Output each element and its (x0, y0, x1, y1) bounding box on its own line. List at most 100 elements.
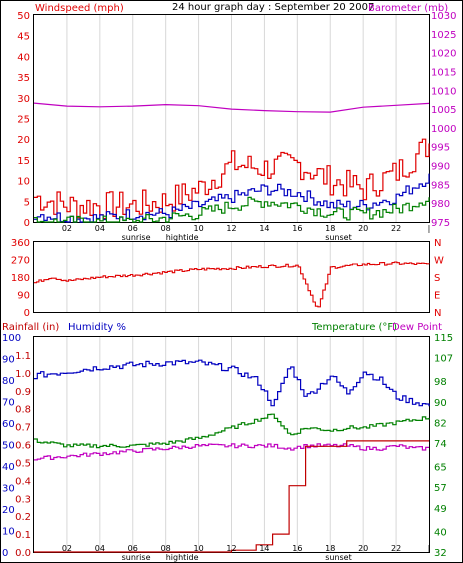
direction-tick: 270 (11, 256, 30, 267)
x-tick-label: 08 (161, 224, 171, 233)
barometer-tick: 1000 (431, 124, 456, 135)
x-tick-label: 12 (226, 544, 236, 553)
dewpoint-label: Dew Point (392, 322, 442, 333)
barometer-tick: 1005 (431, 105, 456, 116)
barometer-tick: 1015 (431, 67, 456, 78)
temperature-tick: 107 (434, 354, 453, 365)
hightide-label: hightide (166, 233, 199, 242)
sunrise-label: sunrise (122, 233, 151, 242)
low-wind-series-line (34, 196, 430, 223)
x-tick-label: 16 (292, 224, 302, 233)
barometer-series-line (33, 102, 430, 113)
rainfall-tick: 0.6 (15, 441, 31, 452)
compass-tick: S (434, 273, 440, 284)
direction-tick: 90 (17, 291, 30, 302)
x-tick-label: 14 (259, 224, 269, 233)
rainfall-series-line (34, 440, 429, 553)
barometer-tick: 1025 (431, 30, 456, 41)
barometer-tick: 1010 (431, 86, 456, 97)
x-tick-label: 18 (325, 224, 335, 233)
windspeed-tick: 10 (17, 177, 30, 188)
humidity-tick: 50 (2, 441, 15, 452)
humidity-tick: 80 (2, 376, 15, 387)
x-tick-label: | (428, 544, 431, 553)
temperature-tick: 49 (434, 504, 447, 515)
direction-tick: 360 (11, 238, 30, 249)
temperature-tick: 57 (434, 483, 447, 494)
humidity-tick: 60 (2, 419, 15, 430)
x-tick-label: 04 (95, 544, 105, 553)
rainfall-tick: 1.1 (15, 351, 31, 362)
x-tick-label: 12 (226, 224, 236, 233)
page-title: 24 hour graph day : September 20 2007 (172, 2, 374, 13)
sunset-label: sunset (325, 233, 352, 242)
barometer-tick: 1030 (431, 11, 456, 22)
windspeed-tick: 45 (17, 32, 30, 43)
barometer-tick: 980 (431, 199, 450, 210)
x-tick-label: 16 (292, 544, 302, 553)
compass-tick: N (434, 238, 441, 249)
compass-tick: W (434, 256, 444, 267)
rainfall-tick: 1.0 (15, 369, 31, 380)
humidity-label: Humidity % (68, 322, 126, 333)
x-tick-label: 10 (193, 224, 203, 233)
direction-tick: 0 (24, 308, 30, 319)
barometer-tick: 995 (431, 143, 450, 154)
windspeed-tick: 35 (17, 73, 30, 84)
rainfall-tick: 0.3 (15, 494, 31, 505)
rainfall-tick: 0.4 (15, 476, 31, 487)
temperature-tick: 74 (434, 439, 447, 450)
windspeed-tick: 15 (17, 156, 30, 167)
x-tick-label: 02 (62, 224, 72, 233)
humidity-series-line (34, 359, 430, 407)
windspeed-tick: 0 (24, 218, 30, 229)
wind-panel-frame (33, 14, 430, 223)
barometer-label: Barometer (mb) (368, 3, 448, 14)
direction-tick: 180 (11, 273, 30, 284)
humidity-tick: 70 (2, 398, 15, 409)
sunrise-label: sunrise (122, 553, 151, 562)
barometer-tick: 975 (431, 218, 450, 229)
rainfall-label: Rainfall (in) (2, 322, 59, 333)
x-tick-label: 04 (95, 224, 105, 233)
rainfall-tick: 0.0 (15, 548, 31, 559)
data-marks (33, 102, 430, 553)
windspeed-tick: 20 (17, 135, 30, 146)
direction-panel-frame (33, 241, 430, 313)
rainfall-tick: 0.2 (15, 512, 31, 523)
temperature-tick: 115 (434, 333, 453, 344)
rainfall-tick: 0.9 (15, 387, 31, 398)
average-wind-series-line (34, 173, 430, 223)
temperature-tick: 32 (434, 548, 447, 559)
temperature-label: Temperature (°F) (311, 322, 397, 333)
windspeed-tick: 40 (17, 52, 30, 63)
x-tick-label: 20 (358, 224, 368, 233)
barometer-tick: 990 (431, 162, 450, 173)
humidity-tick: 40 (2, 462, 15, 473)
rainfall-tick: 0.7 (15, 423, 31, 434)
windspeed-label: Windspeed (mph) (35, 3, 124, 14)
x-tick-label: 18 (325, 544, 335, 553)
windspeed-tick: 30 (17, 94, 30, 105)
humidity-tick: 30 (2, 484, 15, 495)
barometer-tick: 985 (431, 180, 450, 191)
humidity-tick: 20 (2, 505, 15, 516)
x-tick-label: 10 (193, 544, 203, 553)
humidity-tick: 10 (2, 527, 15, 538)
rainfall-tick: 0.5 (15, 458, 31, 469)
x-axis-labels: 02 04 06 08 10 12 14 16 18 20 22 | sunrise hightide su… (62, 224, 431, 562)
x-tick-label: 02 (62, 544, 72, 553)
humidity-tick: 0 (2, 548, 8, 559)
humidity-tick: 90 (2, 355, 15, 366)
dewpoint-series-line (34, 443, 429, 461)
axis-ticks: 5045403530252015105010301025102010151010… (2, 11, 456, 559)
temperature-series-line (34, 413, 430, 449)
windspeed-tick: 5 (24, 197, 30, 208)
x-tick-label: | (428, 224, 431, 233)
hightide-label: hightide (166, 553, 199, 562)
temperature-tick: 82 (434, 418, 447, 429)
x-tick-label: 14 (259, 544, 269, 553)
rainfall-tick: 0.8 (15, 405, 31, 416)
barometer-tick: 1020 (431, 49, 456, 60)
